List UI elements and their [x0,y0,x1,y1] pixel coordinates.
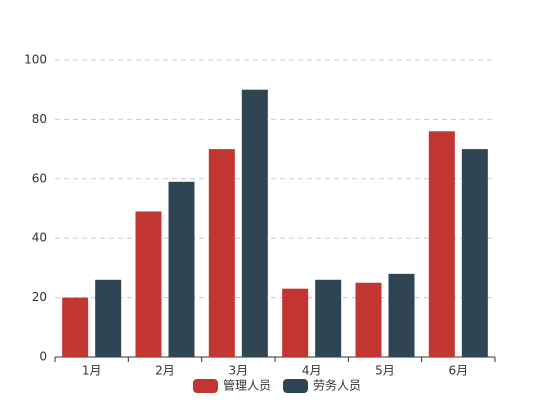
bar [461,149,488,357]
bar [62,297,89,357]
bar [241,89,268,357]
x-tick-label: 4月 [302,364,322,378]
x-tick-label: 5月 [375,364,395,378]
bar [95,279,122,357]
x-tick-label: 2月 [155,364,175,378]
bar [388,273,415,357]
legend-swatch[interactable] [283,379,309,393]
y-tick-label: 40 [32,231,47,245]
bar [208,149,235,357]
bar [355,282,382,357]
bar [315,279,342,357]
y-tick-label: 100 [24,53,47,67]
y-tick-label: 0 [39,350,47,364]
bar [168,181,195,357]
legend-label[interactable]: 管理人员 [223,378,271,393]
x-tick-label: 3月 [229,364,249,378]
bar [428,131,455,357]
bar [135,211,162,357]
legend-swatch[interactable] [193,379,218,393]
y-tick-label: 60 [32,171,47,185]
y-tick-label: 20 [32,290,47,304]
x-tick-label: 1月 [82,364,102,378]
x-tick-label: 6月 [449,364,469,378]
bar [282,288,309,357]
y-tick-label: 80 [32,112,47,126]
legend-label[interactable]: 劳务人员 [313,378,361,393]
